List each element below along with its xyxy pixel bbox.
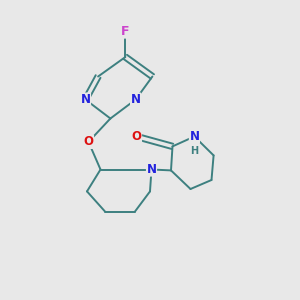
Text: H: H bbox=[190, 146, 199, 156]
Text: O: O bbox=[131, 130, 142, 143]
Text: N: N bbox=[146, 163, 157, 176]
Text: F: F bbox=[121, 25, 130, 38]
Text: N: N bbox=[130, 93, 141, 106]
Text: N: N bbox=[80, 93, 91, 106]
Text: O: O bbox=[83, 135, 94, 148]
Text: N: N bbox=[189, 130, 200, 143]
